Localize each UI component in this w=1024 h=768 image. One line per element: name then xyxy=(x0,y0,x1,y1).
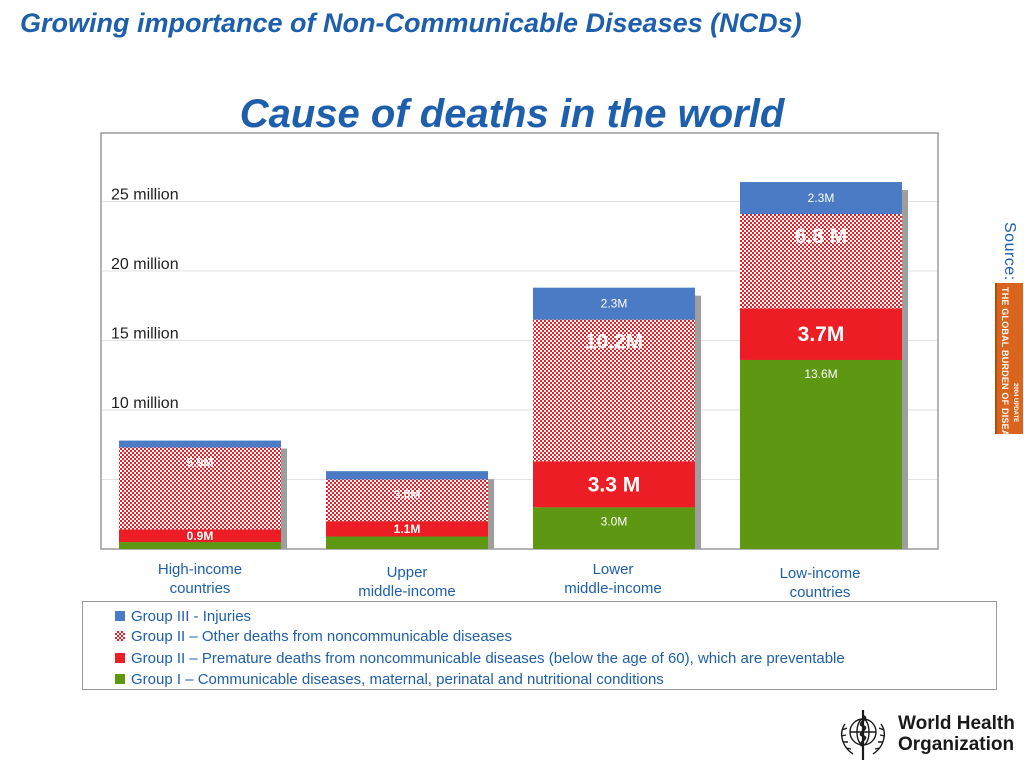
bar-segment-premature-ncd xyxy=(533,461,695,508)
source-book-title: THE GLOBAL BURDEN OF DISEASE xyxy=(1000,287,1010,449)
data-label: 13.6M xyxy=(804,367,837,381)
category-label-line: Upper xyxy=(386,564,428,581)
legend-item-communicable: Group I – Communicable diseases, materna… xyxy=(115,669,664,689)
legend-item-other-ncd: Group II – Other deaths from noncommunic… xyxy=(115,626,512,646)
who-name-line: World Health xyxy=(898,713,1015,734)
bars-layer: 0.9M 5.9M 1.1M 3.0M 3.0M 3.3 M 10.2M 2.3M 13.6M 3… xyxy=(119,182,908,550)
bar-segment-other-ncd xyxy=(326,479,488,522)
bar-segment-other-ncd xyxy=(533,319,695,462)
legend-label: Group II – Other deaths from noncommunic… xyxy=(131,627,513,645)
chart-title: Cause of deaths in the world xyxy=(239,92,785,136)
source-book-subtitle: 2004 UPDATE xyxy=(1012,383,1018,423)
y-tick-label: 20 million xyxy=(111,256,179,273)
bar-segment-injuries xyxy=(119,440,281,448)
who-name: World Health Organization xyxy=(898,713,1015,755)
category-label-high-income: High-income countries xyxy=(115,560,285,598)
data-label: 10.2M xyxy=(585,331,643,354)
data-label: 6.8 M xyxy=(795,225,848,248)
bar-segment-communicable xyxy=(119,542,281,549)
data-label: 3.0M xyxy=(601,514,628,528)
source-book-cover: THE GLOBAL BURDEN OF DISEASE 2004 UPDATE xyxy=(995,283,1023,449)
bar-segment-premature-ncd xyxy=(119,529,281,543)
category-label-line: Lower xyxy=(592,561,634,578)
data-label: 3.7M xyxy=(798,323,845,346)
data-label: 5.9M xyxy=(187,456,214,470)
y-tick-label: 25 million xyxy=(111,187,179,204)
legend-item-premature-ncd: Group II – Premature deaths from noncomm… xyxy=(115,648,845,668)
bar-segment-other-ncd xyxy=(740,214,902,309)
category-label-lower-middle: Lower middle-income xyxy=(528,560,698,598)
bar-segment-injuries xyxy=(326,471,488,480)
who-name-line: Organization xyxy=(898,734,1015,755)
legend: Group III - Injuries Group II – Other de… xyxy=(82,601,997,690)
bar-segment-premature-ncd xyxy=(326,521,488,537)
category-label-low-income: Low-income countries xyxy=(735,564,905,602)
category-label-upper-middle: Upper middle-income xyxy=(322,563,492,601)
legend-label: Group III - Injuries xyxy=(131,607,252,625)
category-label-line: Low-income xyxy=(779,565,861,582)
bar-segment-premature-ncd xyxy=(740,308,902,360)
legend-swatch xyxy=(115,631,125,641)
bar-segment-injuries xyxy=(740,182,902,215)
data-label: 3.0M xyxy=(394,488,421,502)
data-label: 0.9M xyxy=(187,529,214,543)
source-label: Source: xyxy=(1001,222,1018,281)
data-label: 1.1M xyxy=(394,522,421,536)
legend-swatch xyxy=(115,653,125,663)
y-axis-ticks: 25 million 20 million 15 million 10 million xyxy=(111,187,179,413)
bar-segment-communicable xyxy=(740,359,902,549)
category-label-line: countries xyxy=(169,580,231,597)
who-emblem-icon xyxy=(840,710,886,760)
bar-segment-other-ncd xyxy=(119,447,281,530)
data-label: 2.3M xyxy=(601,297,628,311)
legend-label: Group I – Communicable diseases, materna… xyxy=(131,670,664,688)
legend-label: Group II – Premature deaths from noncomm… xyxy=(131,649,845,667)
category-label-line: countries xyxy=(789,584,851,601)
legend-swatch xyxy=(115,674,125,684)
y-tick-label: 15 million xyxy=(111,326,179,343)
legend-item-injuries: Group III - Injuries xyxy=(115,606,251,626)
bar-segment-communicable xyxy=(326,536,488,549)
data-label: 3.3 M xyxy=(588,473,641,496)
header-title: Growing importance of Non-Communicable D… xyxy=(20,8,802,38)
bar-segment-communicable xyxy=(533,507,695,549)
category-label-line: middle-income xyxy=(358,583,456,600)
y-tick-label: 10 million xyxy=(111,395,179,412)
category-label-line: middle-income xyxy=(564,580,662,597)
data-label: 2.3M xyxy=(808,191,835,205)
legend-swatch xyxy=(115,611,125,621)
category-label-line: High-income xyxy=(157,561,243,578)
bar-segment-injuries xyxy=(533,287,695,320)
